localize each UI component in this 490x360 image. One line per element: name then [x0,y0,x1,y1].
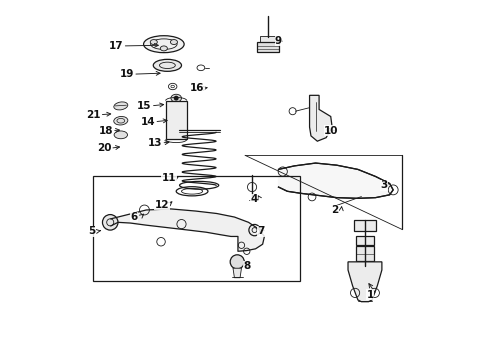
Text: 13: 13 [148,138,162,148]
Bar [260,36,276,42]
Polygon shape [111,209,265,251]
Ellipse shape [153,59,181,71]
Polygon shape [278,163,393,198]
Bar [257,42,279,52]
Text: 6: 6 [130,212,138,222]
Text: 3: 3 [381,180,388,190]
Circle shape [102,215,118,230]
Ellipse shape [114,131,127,139]
Ellipse shape [171,94,181,102]
Polygon shape [310,95,332,141]
Text: 9: 9 [275,36,282,46]
Text: 19: 19 [120,69,134,79]
Text: 20: 20 [97,143,111,153]
Ellipse shape [171,40,177,45]
Text: 1: 1 [367,290,374,300]
Bar [356,246,374,261]
Ellipse shape [160,46,168,51]
Ellipse shape [144,36,184,53]
Circle shape [230,255,245,269]
Text: 12: 12 [155,200,170,210]
Bar [93,176,300,280]
Text: 2: 2 [331,205,339,215]
Text: 16: 16 [190,83,205,93]
Bar [354,220,376,231]
Text: 21: 21 [86,110,100,120]
Text: 5: 5 [88,226,95,236]
Bar [166,100,187,139]
Text: 4: 4 [250,194,258,204]
Bar [356,237,374,245]
Circle shape [174,96,179,100]
Ellipse shape [114,102,128,110]
Text: 18: 18 [98,126,113,136]
Text: 17: 17 [109,41,123,51]
Ellipse shape [114,117,128,125]
Ellipse shape [150,40,157,45]
Text: 15: 15 [137,101,152,111]
Text: 7: 7 [257,226,265,236]
Text: 8: 8 [243,261,250,271]
Text: 14: 14 [141,117,155,127]
Text: 10: 10 [324,126,339,136]
Polygon shape [233,268,242,278]
Polygon shape [348,262,382,302]
Text: 11: 11 [162,173,176,183]
